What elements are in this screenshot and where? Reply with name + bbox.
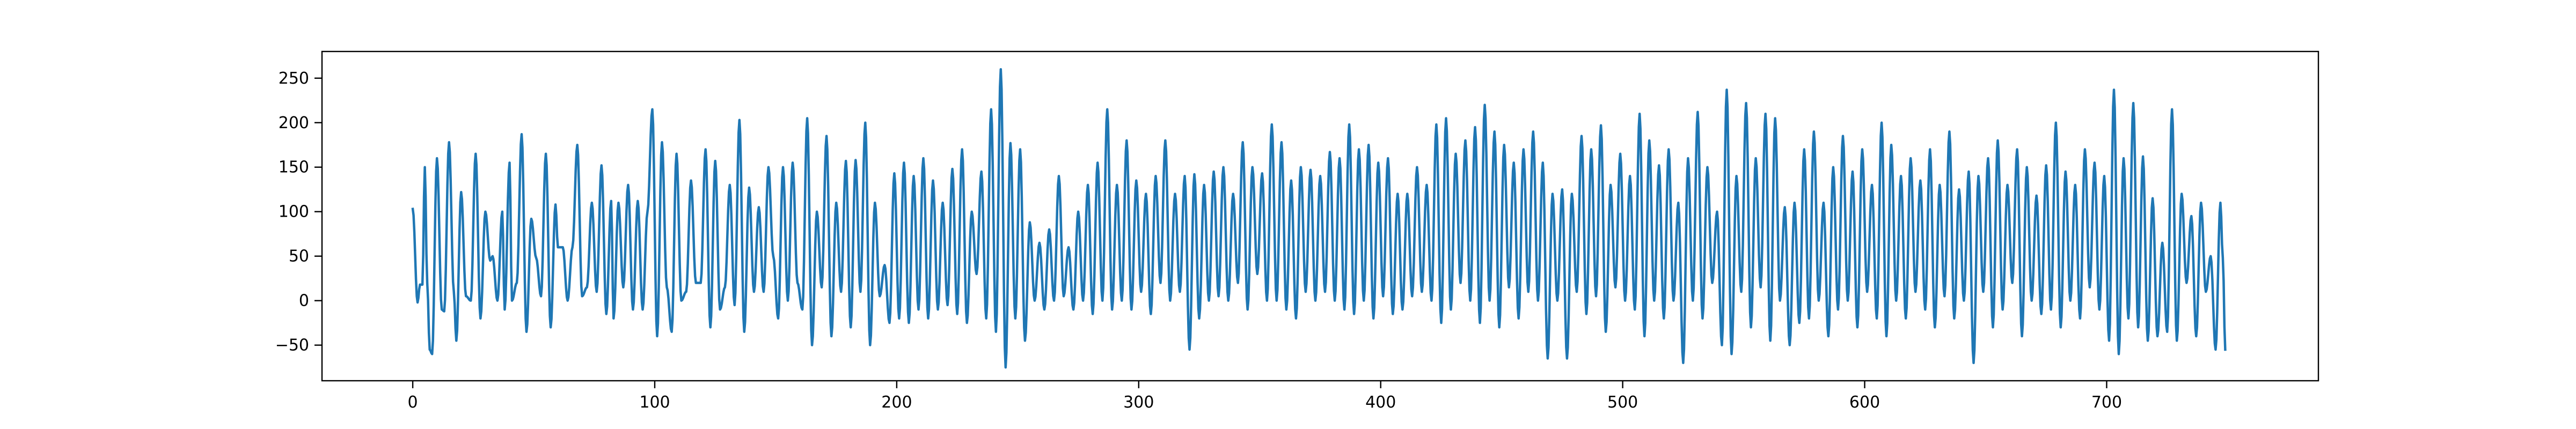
y-tick-label: 250 [279, 69, 309, 88]
x-tick-label: 100 [639, 393, 670, 412]
x-tick-label: 500 [1607, 393, 1638, 412]
y-tick-label: 200 [279, 114, 309, 132]
x-axis: 0 100 200 300 400 500 600 700 [408, 381, 2122, 412]
y-axis: −50 0 50 100 150 200 250 [275, 69, 322, 355]
plot-area [411, 68, 2227, 369]
y-tick-label: 50 [289, 247, 309, 266]
x-tick-label: 300 [1123, 393, 1154, 412]
y-tick-label: 150 [279, 158, 309, 177]
x-tick-label: 700 [2091, 393, 2122, 412]
x-tick-label: 400 [1365, 393, 1396, 412]
x-tick-label: 600 [1849, 393, 1880, 412]
x-tick-label: 0 [408, 393, 418, 412]
x-tick-label: 200 [881, 393, 912, 412]
y-tick-label: 0 [299, 292, 309, 310]
y-tick-label: −50 [275, 336, 309, 355]
series-line [411, 68, 2227, 369]
axes-frame [321, 50, 2319, 382]
y-tick-label: 100 [279, 203, 309, 221]
